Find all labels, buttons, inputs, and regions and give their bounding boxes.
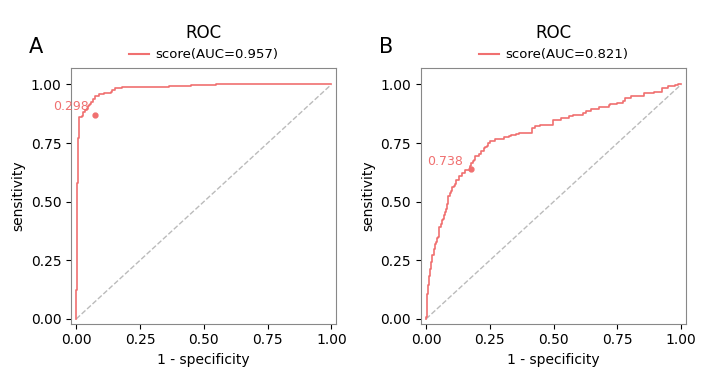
Legend: score(AUC=0.821): score(AUC=0.821) bbox=[474, 19, 634, 67]
Legend: score(AUC=0.957): score(AUC=0.957) bbox=[124, 19, 284, 67]
Text: A: A bbox=[29, 37, 43, 57]
X-axis label: 1 - specificity: 1 - specificity bbox=[508, 353, 600, 367]
Text: 0.738: 0.738 bbox=[427, 155, 463, 168]
X-axis label: 1 - specificity: 1 - specificity bbox=[157, 353, 250, 367]
Text: B: B bbox=[379, 37, 393, 57]
Y-axis label: sensitivity: sensitivity bbox=[361, 161, 375, 231]
Text: 0.298: 0.298 bbox=[53, 99, 89, 113]
Y-axis label: sensitivity: sensitivity bbox=[11, 161, 25, 231]
